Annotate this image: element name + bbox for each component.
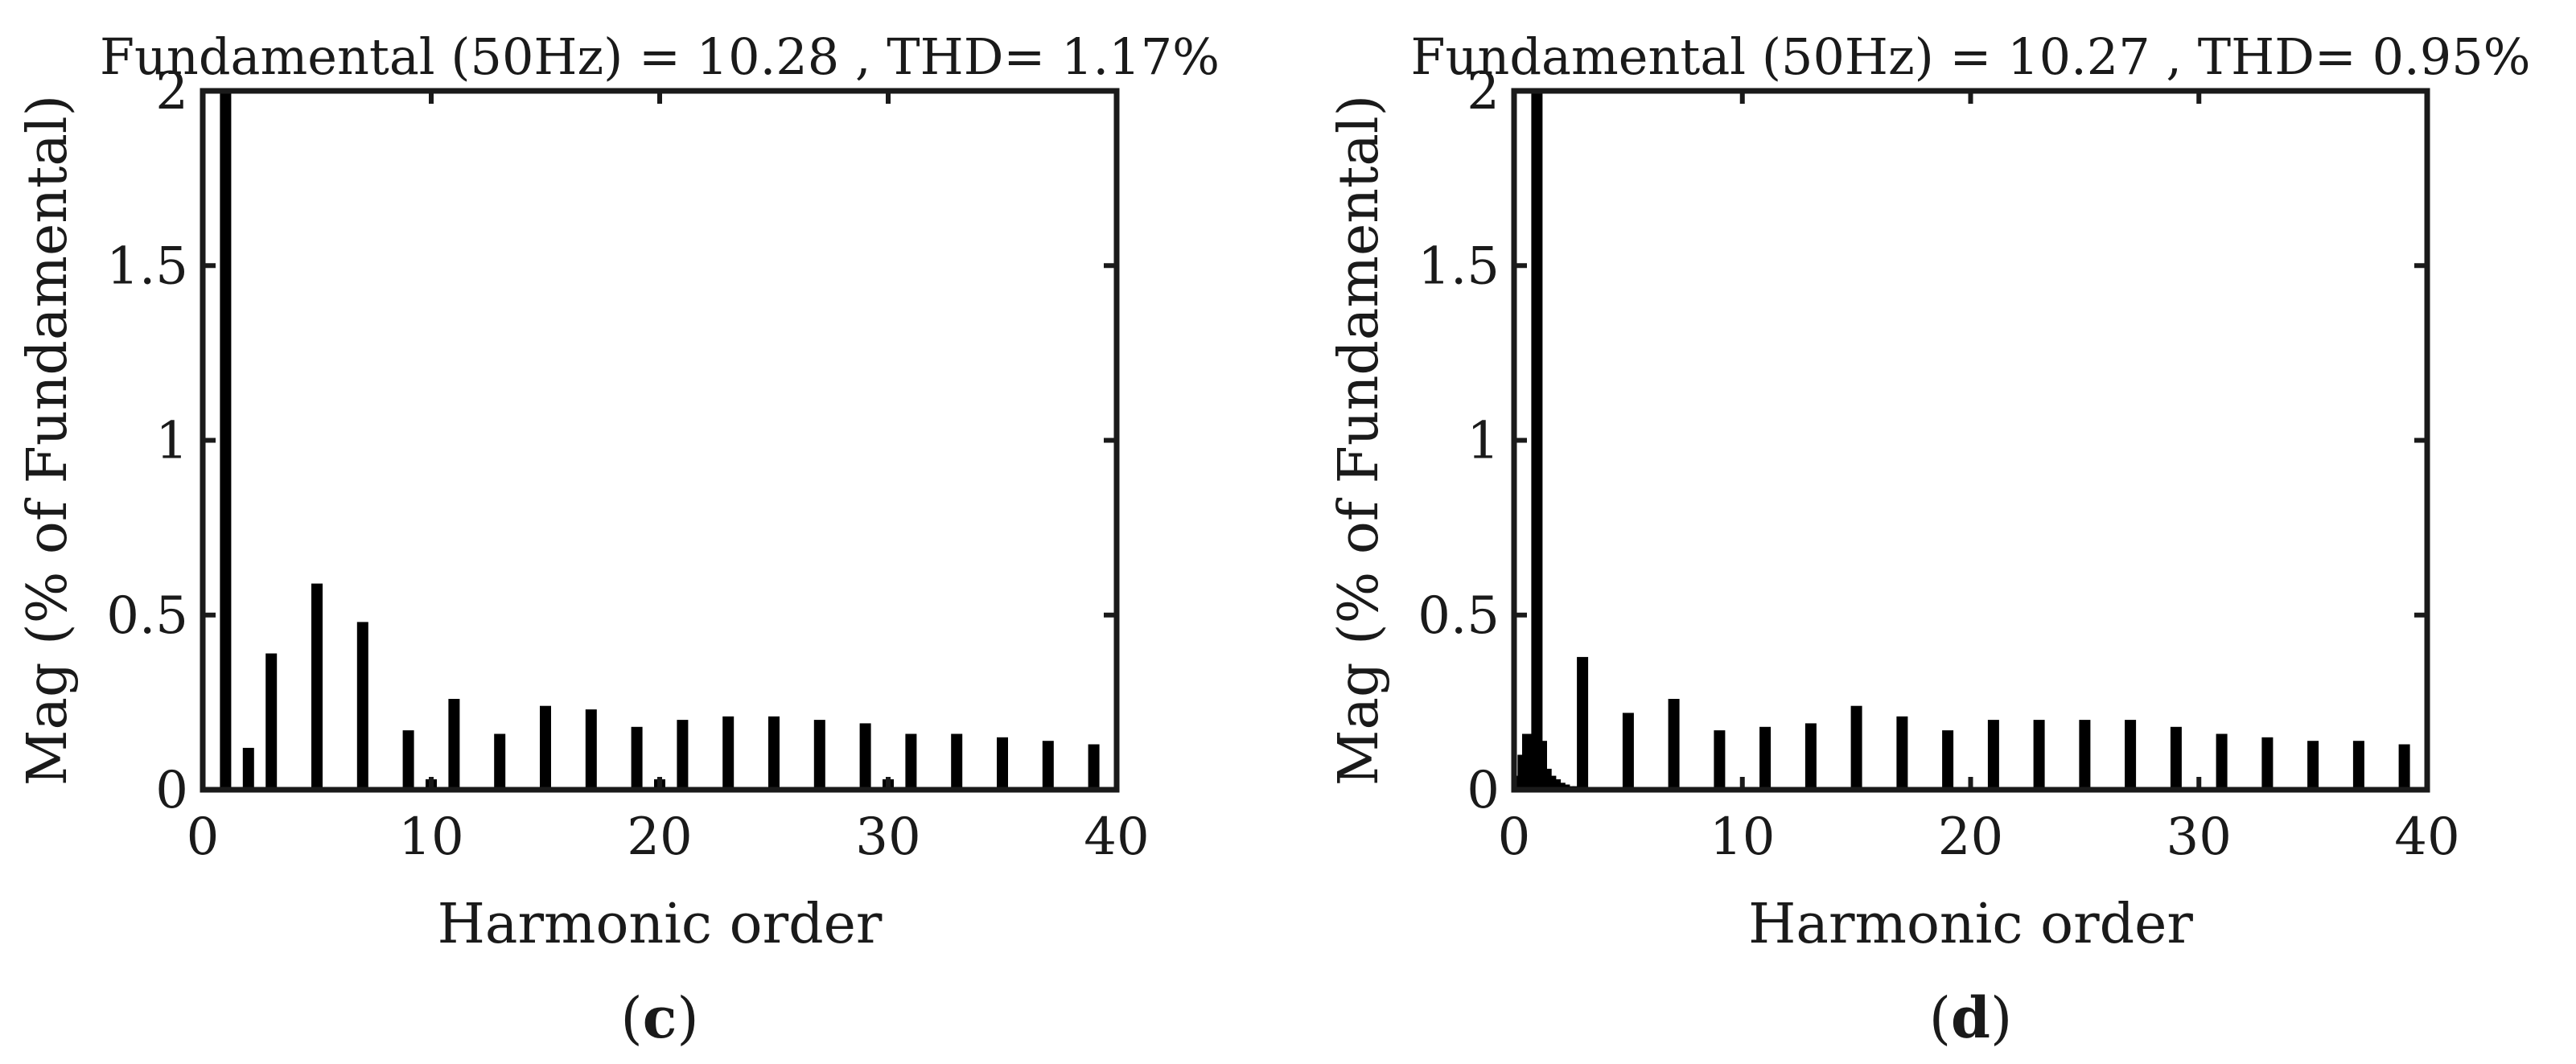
bar-harmonic-8 — [494, 733, 506, 790]
panel-caption: (d) — [1929, 984, 2013, 1051]
bar-harmonic-20 — [1850, 705, 1862, 790]
panel-letter: c — [643, 984, 677, 1051]
bar-harmonic-1 — [242, 747, 254, 790]
x-tick-label: 30 — [2167, 807, 2232, 867]
y-tick-label: 0.5 — [1418, 586, 1500, 646]
x-tick-label: 20 — [1938, 807, 2003, 867]
y-tick-label: 0 — [1467, 761, 1500, 820]
bar-harmonic-16 — [813, 720, 825, 790]
x-axis-label: Harmonic order — [1748, 893, 2193, 956]
bar-harmonic-14 — [1577, 656, 1589, 790]
x-tick-label: 10 — [398, 807, 463, 867]
bar-harmonic-4 — [356, 622, 368, 790]
y-axis-label: Mag (% of Fundamental) — [1327, 95, 1391, 786]
y-tick-label: 1 — [1467, 412, 1500, 471]
bar-harmonic-32 — [2398, 744, 2410, 790]
chart-panel-c: Fundamental (50Hz) = 10.28 , THD= 1.17% 0… — [16, 27, 1220, 1051]
bar-harmonic-29 — [2261, 737, 2274, 790]
panel-letter: d — [1951, 984, 1990, 1051]
bar-harmonic-24 — [2033, 720, 2045, 790]
chart-title: Fundamental (50Hz) = 10.27 , THD= 0.95% — [1410, 27, 2530, 86]
bar-harmonic-23 — [1987, 720, 1999, 790]
bar-harmonic-27 — [2170, 726, 2182, 790]
bar-harmonic-0 — [220, 91, 232, 790]
bar-harmonic-22 — [1942, 730, 1954, 790]
bar-harmonic-11 — [631, 726, 643, 790]
bar-harmonic-17 — [1714, 730, 1726, 790]
y-axis-label: Mag (% of Fundamental) — [16, 95, 80, 786]
panel-caption: (c) — [620, 984, 698, 1051]
bar-harmonic-17 — [859, 723, 871, 790]
bar-harmonic-14 — [722, 716, 735, 790]
bar-harmonic-20 — [951, 733, 963, 790]
bar-harmonic-15 — [768, 716, 780, 790]
bar-harmonic-19 — [905, 733, 917, 790]
bar-harmonic-3 — [311, 583, 323, 790]
bar-harmonic-2 — [265, 653, 278, 790]
bar-harmonic-18 — [1759, 726, 1772, 790]
y-tick-label: 0.5 — [106, 586, 188, 646]
bar-harmonic-26 — [2125, 720, 2137, 790]
bar-harmonic-7 — [448, 699, 460, 790]
bar-harmonic-30 — [2307, 741, 2319, 790]
x-tick-label: 0 — [1498, 807, 1531, 867]
bar-harmonic-22 — [1042, 741, 1054, 790]
y-tick-label: 2 — [155, 62, 188, 121]
x-tick-label: 20 — [627, 807, 692, 867]
bar-harmonic-10 — [585, 709, 597, 790]
bar-harmonic-13 — [677, 720, 689, 790]
bar-harmonic-28 — [2216, 733, 2228, 790]
y-tick-label: 0 — [155, 761, 188, 820]
x-tick-label: 30 — [855, 807, 920, 867]
bar-harmonic-31 — [2352, 741, 2364, 790]
chart-panel-d: Fundamental (50Hz) = 10.27 , THD= 0.95% 0… — [1327, 27, 2531, 1051]
bar-harmonic-16 — [1668, 699, 1680, 790]
plot-frame — [1511, 88, 2430, 793]
x-axis-label: Harmonic order — [438, 893, 883, 956]
bar-harmonic-23 — [1088, 744, 1100, 790]
x-tick-label: 10 — [1710, 807, 1775, 867]
y-tick-label: 1 — [155, 412, 188, 471]
y-tick-label: 1.5 — [1418, 236, 1500, 296]
bar-harmonic-9 — [540, 705, 551, 790]
bar-harmonic-5 — [402, 730, 414, 790]
bar-harmonic-21 — [1896, 716, 1908, 790]
x-tick-label: 40 — [2394, 807, 2459, 867]
bar-harmonic-15 — [1622, 713, 1634, 790]
bar-harmonic-25 — [2079, 720, 2091, 790]
chart-title: Fundamental (50Hz) = 10.28 , THD= 1.17% — [100, 27, 1220, 86]
y-tick-label: 2 — [1467, 62, 1500, 121]
x-tick-label: 0 — [187, 807, 220, 867]
plot-frame — [200, 88, 1120, 793]
bar-harmonic-4 — [1531, 91, 1543, 790]
bar-harmonic-21 — [997, 737, 1008, 790]
y-tick-label: 1.5 — [106, 236, 188, 296]
bar-harmonic-19 — [1804, 723, 1817, 790]
x-tick-label: 40 — [1084, 807, 1149, 867]
